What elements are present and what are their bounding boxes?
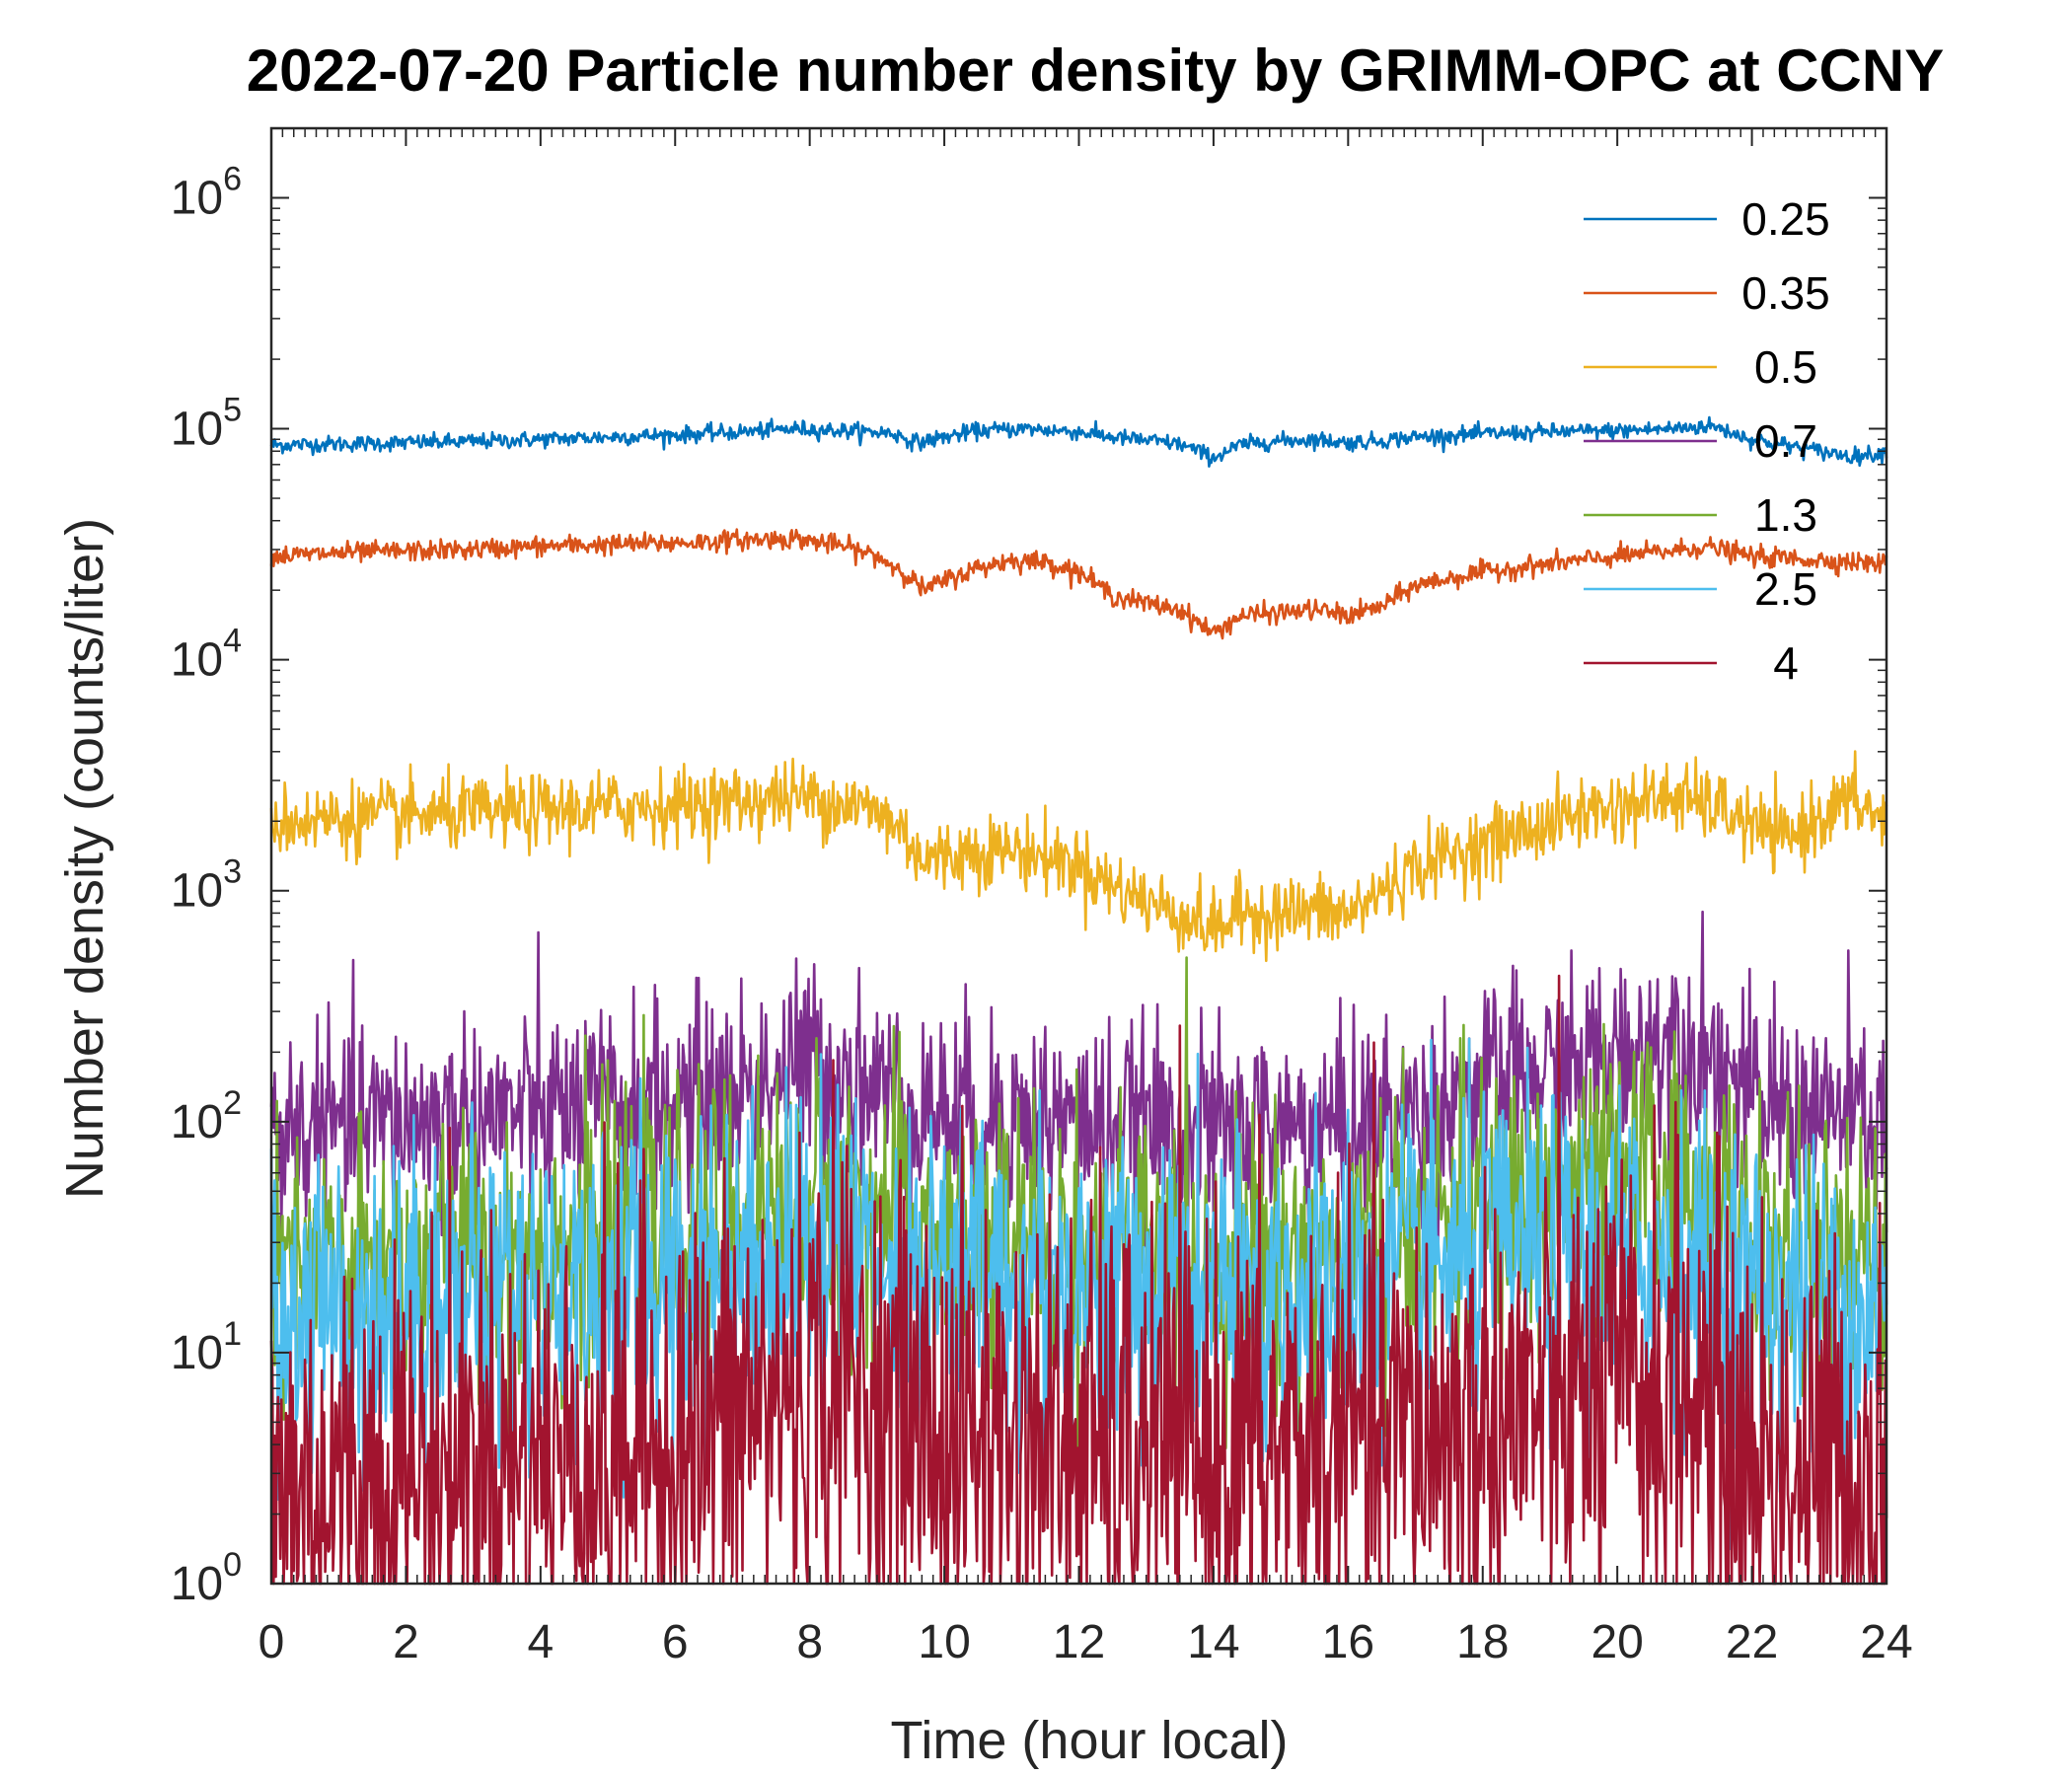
series-line-4 — [269, 974, 1888, 1586]
y-axis: 100 101 102 103 104 105 106 — [171, 127, 1887, 1610]
x-tick-label: 4 — [527, 1616, 554, 1668]
y-tick-label: 103 — [171, 853, 242, 918]
series-line-0.5 — [269, 750, 1888, 963]
x-tick-label: 22 — [1726, 1616, 1778, 1668]
y-tick-label: 101 — [171, 1315, 242, 1379]
legend-label-0.25: 0.25 — [1741, 193, 1830, 245]
y-tick-label: 105 — [171, 392, 242, 456]
x-tick-label: 6 — [662, 1616, 689, 1668]
legend-label-0.35: 0.35 — [1741, 267, 1830, 319]
series-line-0.25 — [269, 415, 1888, 468]
series-line-2.5 — [269, 1037, 1888, 1551]
y-tick-label: 100 — [171, 1546, 242, 1610]
series-line-0.35 — [269, 528, 1888, 640]
legend: 0.25 0.35 0.5 0.7 1.3 2.5 4 — [1584, 193, 1830, 689]
legend-label-4: 4 — [1773, 637, 1799, 689]
legend-label-0.5: 0.5 — [1754, 341, 1817, 393]
x-tick-label: 24 — [1860, 1616, 1912, 1668]
series-line-0.7 — [269, 910, 1888, 1280]
legend-label-0.7: 0.7 — [1754, 415, 1817, 467]
chart-title: 2022-07-20 Particle number density by GR… — [247, 37, 1945, 104]
legend-label-1.3: 1.3 — [1754, 489, 1817, 541]
x-tick-label: 20 — [1591, 1616, 1643, 1668]
y-tick-label: 106 — [171, 160, 242, 224]
x-tick-label: 12 — [1053, 1616, 1105, 1668]
x-tick-label: 14 — [1187, 1616, 1239, 1668]
plot-series-layer — [269, 415, 1888, 1586]
x-tick-label: 18 — [1456, 1616, 1509, 1668]
y-tick-label: 102 — [171, 1084, 242, 1148]
x-axis-label: Time (hour local) — [890, 1711, 1288, 1770]
x-tick-label: 8 — [796, 1616, 823, 1668]
x-tick-label: 2 — [393, 1616, 419, 1668]
x-tick-label: 10 — [918, 1616, 970, 1668]
x-tick-label: 0 — [259, 1616, 285, 1668]
y-axis-label: Number density (counts/liter) — [55, 518, 114, 1199]
legend-label-2.5: 2.5 — [1754, 563, 1817, 615]
y-tick-label: 104 — [171, 623, 242, 687]
x-tick-label: 16 — [1322, 1616, 1374, 1668]
x-axis: 0 2 4 6 8 10 12 14 16 18 20 22 24 — [259, 128, 1913, 1668]
